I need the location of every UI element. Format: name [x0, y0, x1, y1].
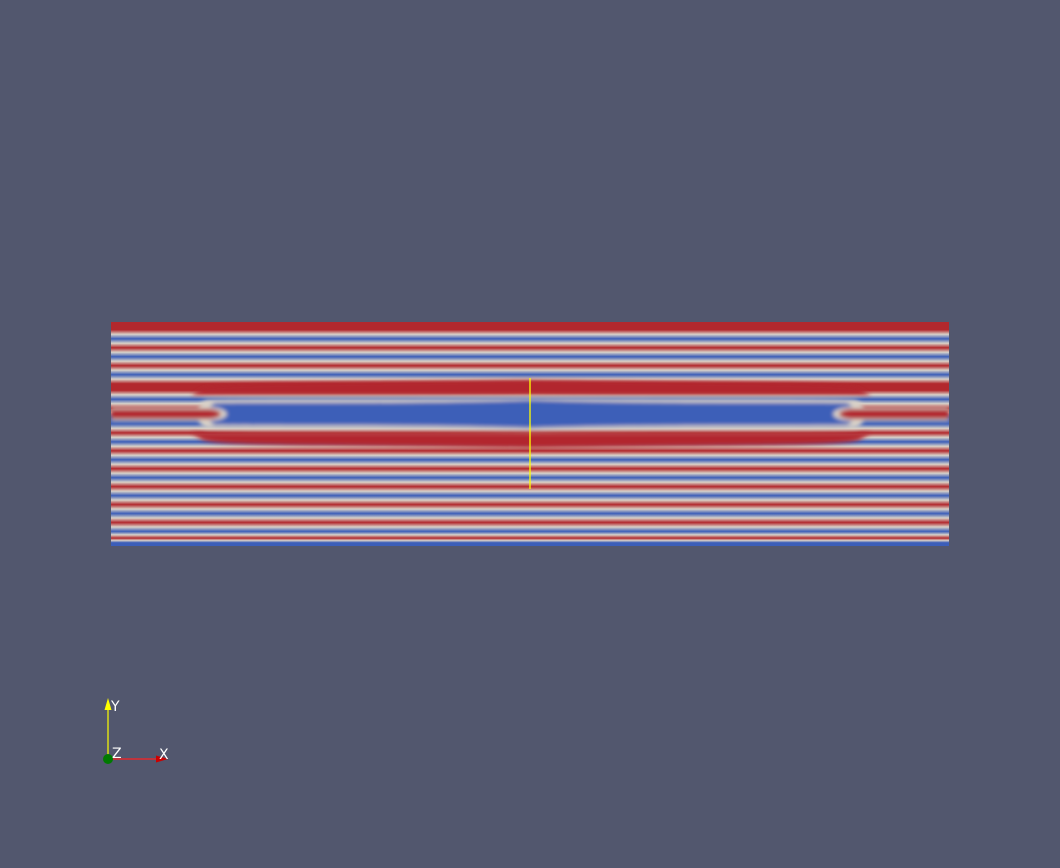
z-axis-origin-icon — [103, 754, 113, 764]
y-axis-label: Y — [110, 699, 120, 715]
x-axis-arrow-icon — [156, 755, 168, 763]
orientation-axes: Y Z X — [103, 698, 169, 764]
y-axis-arrow-icon — [104, 698, 112, 710]
z-axis-label: Z — [112, 746, 122, 762]
defect-region — [111, 380, 949, 448]
scalar-field-slice — [111, 322, 949, 546]
x-axis-label: X — [159, 747, 169, 763]
